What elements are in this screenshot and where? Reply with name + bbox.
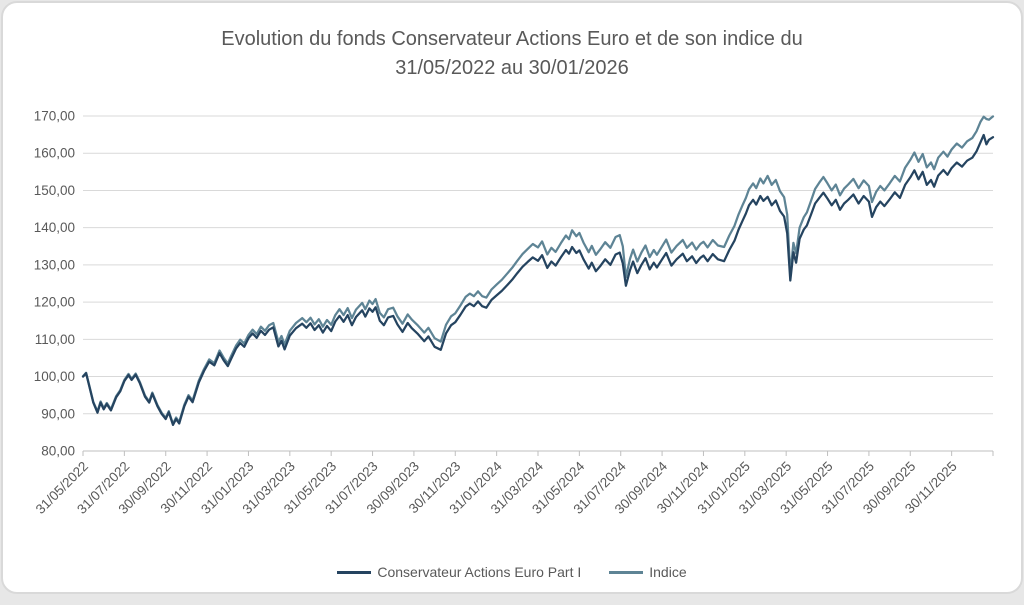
line-chart-plot: 80,00 90,00 100,00 110,00 120,00 130,00 140,00… bbox=[33, 109, 995, 517]
legend-item-indice: Indice bbox=[609, 564, 687, 580]
y-axis-label: 160,00 bbox=[34, 146, 75, 161]
chart-title-line2: 31/05/2022 au 30/01/2026 bbox=[395, 57, 629, 79]
y-axis-label: 130,00 bbox=[34, 257, 75, 272]
y-axis-label: 140,00 bbox=[34, 220, 75, 235]
fund-line bbox=[81, 133, 995, 427]
indice-line-swatch bbox=[609, 570, 644, 574]
y-axis-label: 120,00 bbox=[34, 295, 75, 310]
y-axis-label: 80,00 bbox=[41, 444, 75, 459]
legend-label-fund: Conservateur Actions Euro Part I bbox=[377, 564, 582, 580]
fund-line-swatch bbox=[337, 570, 372, 574]
y-axis-label: 100,00 bbox=[34, 369, 75, 384]
chart-title-line1: Evolution du fonds Conservateur Actions … bbox=[221, 28, 803, 50]
y-axis-label: 150,00 bbox=[34, 183, 75, 198]
y-axis-label: 170,00 bbox=[34, 109, 75, 124]
chart-legend: Conservateur Actions Euro Part I Indice bbox=[3, 564, 1021, 580]
legend-item-fund: Conservateur Actions Euro Part I bbox=[337, 564, 581, 580]
chart-card: Evolution du fonds Conservateur Actions … bbox=[1, 1, 1023, 594]
legend-label-indice: Indice bbox=[649, 564, 687, 580]
y-axis-label: 90,00 bbox=[41, 406, 75, 421]
indice-line bbox=[81, 115, 995, 425]
y-axis-label: 110,00 bbox=[35, 332, 75, 347]
chart-title: Evolution du fonds Conservateur Actions … bbox=[3, 25, 1021, 83]
